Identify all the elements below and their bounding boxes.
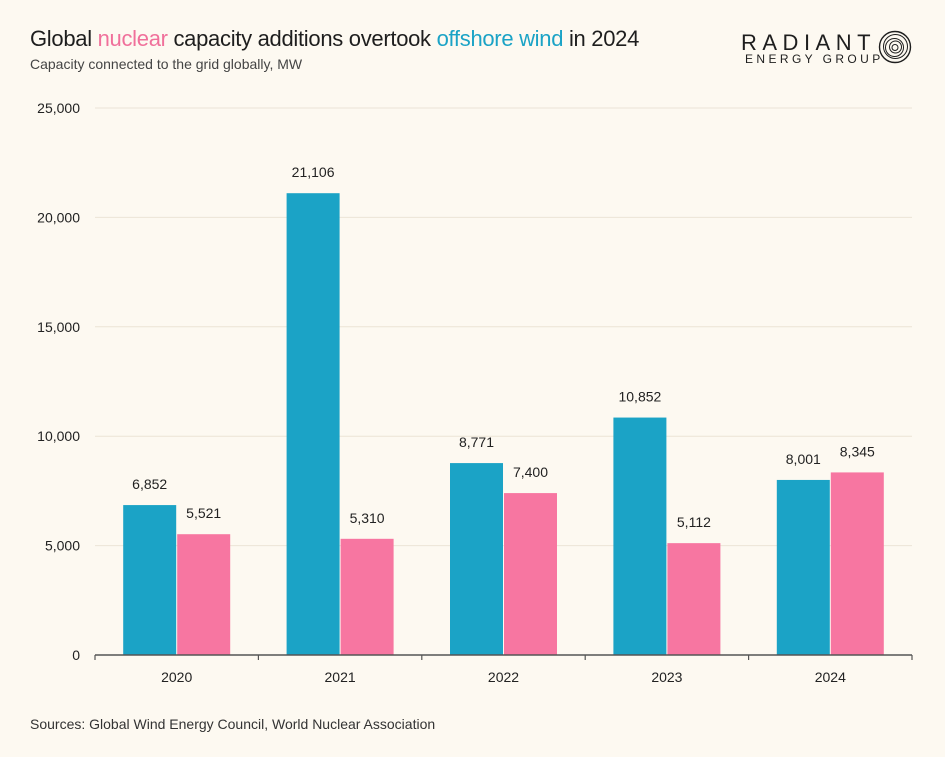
concentric-rings-icon <box>878 30 912 64</box>
y-tick-label: 20,000 <box>37 209 80 225</box>
bar-wind <box>613 417 667 655</box>
logo-wordmark: RADIANT <box>741 30 877 55</box>
bar-nuclear <box>504 493 557 655</box>
data-label: 5,310 <box>350 510 385 526</box>
title-wind-highlight: offshore wind <box>436 26 564 51</box>
x-tick-label: 2021 <box>325 669 356 685</box>
source-note: Sources: Global Wind Energy Council, Wor… <box>30 716 436 732</box>
bar-wind <box>123 505 177 655</box>
y-tick-label: 0 <box>72 647 80 663</box>
x-tick-label: 2020 <box>161 669 192 685</box>
x-tick-label: 2024 <box>815 669 846 685</box>
bar-nuclear <box>667 543 721 655</box>
data-label: 5,521 <box>186 505 221 521</box>
data-label: 5,112 <box>677 514 711 530</box>
data-label: 21,106 <box>292 164 335 180</box>
bar-wind <box>776 479 830 655</box>
title-part: capacity additions overtook <box>167 26 437 51</box>
bar-nuclear <box>177 534 231 655</box>
y-tick-label: 5,000 <box>45 538 80 554</box>
data-label: 7,400 <box>513 464 548 480</box>
title-part: in 2024 <box>563 26 640 51</box>
y-tick-label: 10,000 <box>37 428 80 444</box>
data-label: 8,771 <box>459 434 494 450</box>
title-nuclear-highlight: nuclear <box>97 26 168 51</box>
x-tick-label: 2022 <box>488 669 519 685</box>
bar-nuclear <box>340 538 394 655</box>
title-part: Global <box>30 26 98 51</box>
x-tick-label: 2023 <box>651 669 682 685</box>
data-label: 8,345 <box>840 443 875 459</box>
chart-title: Global nuclear capacity additions overto… <box>30 26 639 52</box>
data-label: 8,001 <box>786 451 821 467</box>
chart-subtitle: Capacity connected to the grid globally,… <box>30 56 303 72</box>
data-label: 6,852 <box>132 476 167 492</box>
data-label: 10,852 <box>618 389 661 405</box>
bar-wind <box>286 193 340 655</box>
y-tick-label: 25,000 <box>37 100 80 116</box>
brand-logo: RADIANT ENERGY GROUP <box>735 28 920 72</box>
bar-wind <box>450 463 503 655</box>
logo-subtitle: ENERGY GROUP <box>745 52 884 66</box>
y-tick-label: 15,000 <box>37 319 80 335</box>
bar-nuclear <box>830 472 884 655</box>
